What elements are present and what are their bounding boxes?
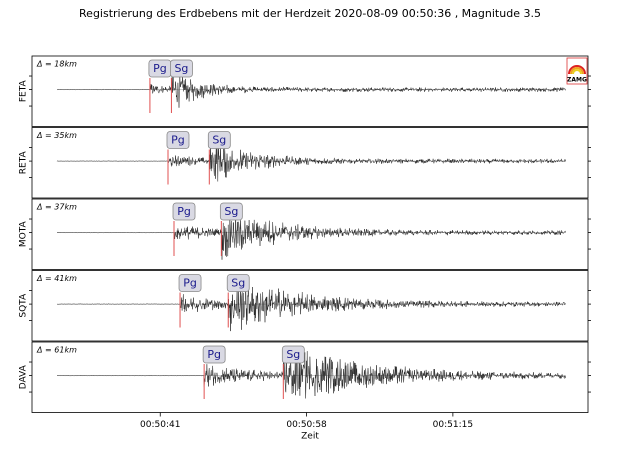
logo-arc: [572, 69, 582, 75]
pick-box: [202, 345, 226, 364]
logo-arc: [570, 67, 584, 75]
station-label: FETA: [19, 80, 29, 103]
x-axis-label: Zeit: [301, 432, 319, 442]
panel-frame: [31, 127, 589, 199]
station-label: SQTA: [19, 293, 29, 318]
pick-label: Pg: [153, 62, 167, 75]
pick-box: [207, 131, 231, 149]
logo-arc: [568, 65, 586, 75]
station-label: MOTA: [19, 221, 29, 248]
distance-label: Δ = 61km: [36, 346, 77, 355]
pick-box: [166, 131, 190, 149]
panel-frame: [31, 198, 589, 270]
pick-box: [226, 274, 250, 292]
pick-box: [219, 202, 243, 221]
station-label: DAVA: [19, 364, 29, 389]
x-tick-label: 00:51:15: [433, 420, 473, 430]
waveform: [56, 209, 566, 260]
waveform: [56, 143, 566, 182]
waveform: [57, 350, 566, 399]
pick-label: Pg: [183, 277, 197, 290]
waveform: [56, 278, 566, 332]
panel-frame: [31, 270, 589, 342]
pick-label: Pg: [177, 205, 191, 218]
pick-label: Sg: [224, 205, 238, 218]
station-label: RETA: [19, 150, 29, 174]
distance-label: Δ = 41km: [36, 274, 77, 283]
pick-label: Sg: [212, 134, 226, 147]
pick-box: [172, 202, 196, 221]
distance-label: Δ = 35km: [36, 131, 77, 140]
distance-label: Δ = 37km: [36, 203, 77, 212]
pick-label: Sg: [286, 348, 300, 361]
pick-label: Pg: [207, 348, 221, 361]
pick-label: Sg: [174, 62, 188, 75]
pick-label: Pg: [171, 134, 185, 147]
pick-label: Sg: [231, 277, 245, 290]
x-tick-label: 00:50:41: [140, 420, 180, 430]
logo-text: ZAMG: [567, 77, 587, 84]
pick-box: [178, 274, 202, 292]
logo: ZAMG: [566, 57, 588, 85]
panel-frame: [31, 341, 589, 413]
x-tick-label: 00:50:58: [286, 420, 327, 430]
distance-label: Δ = 18km: [36, 60, 77, 69]
chart-title: Registrierung des Erdbebens mit der Herd…: [79, 7, 541, 20]
panel-frame: [31, 55, 589, 127]
waveform: [56, 71, 566, 108]
pick-box: [170, 59, 193, 78]
pick-box: [281, 345, 305, 364]
